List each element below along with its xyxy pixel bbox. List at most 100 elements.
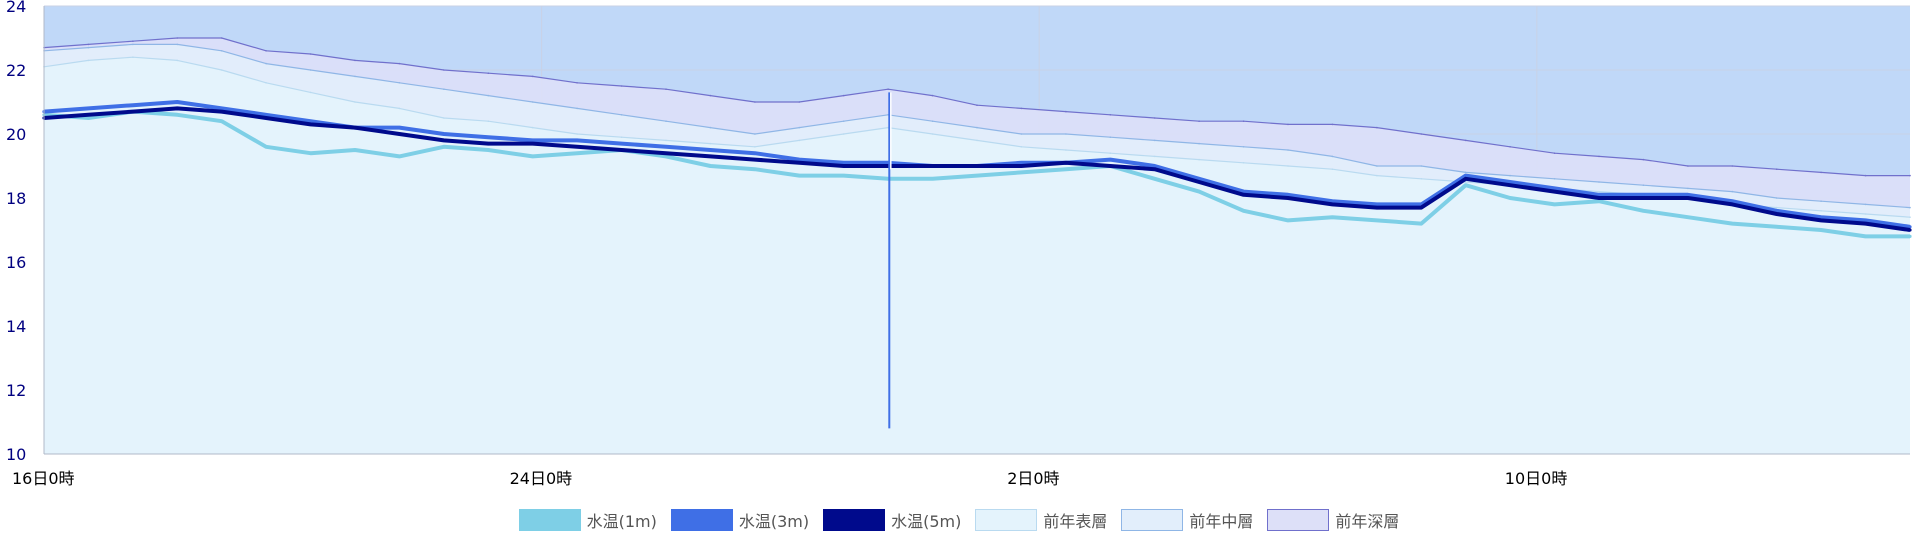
data-point — [1330, 202, 1334, 206]
data-point — [798, 101, 801, 103]
data-point — [664, 145, 668, 149]
data-point — [1287, 149, 1289, 151]
data-point — [1109, 136, 1112, 138]
data-point — [1641, 193, 1645, 197]
data-point — [1864, 174, 1867, 177]
axes — [43, 6, 1910, 455]
data-point — [264, 116, 268, 120]
data-point — [1909, 216, 1911, 218]
data-point — [1908, 228, 1912, 232]
data-point — [1153, 177, 1157, 181]
data-point — [398, 62, 401, 65]
data-point — [708, 148, 713, 152]
data-point — [1376, 174, 1378, 177]
data-point — [486, 142, 490, 146]
data-point — [1198, 158, 1200, 161]
legend-item[interactable]: 前年表層 — [975, 508, 1107, 532]
data-point — [1242, 162, 1245, 164]
data-point — [1420, 178, 1423, 180]
data-point — [1909, 206, 1911, 209]
data-point — [264, 145, 268, 149]
y-tick-label: 24 — [6, 0, 26, 16]
data-point — [1730, 202, 1734, 206]
data-point — [664, 154, 668, 158]
y-tick-label: 10 — [6, 445, 26, 464]
data-point — [1020, 107, 1023, 110]
y-tick-label: 14 — [6, 317, 26, 336]
data-point — [86, 113, 90, 117]
y-tick-label: 16 — [6, 253, 26, 272]
data-point — [1775, 225, 1779, 229]
data-point — [531, 75, 534, 78]
data-point — [931, 94, 934, 97]
data-point — [1242, 190, 1246, 194]
data-point — [1153, 117, 1156, 119]
legend-label: 水温(5m) — [891, 512, 962, 531]
series-fills — [44, 38, 1910, 455]
data-point — [443, 117, 445, 119]
data-point — [442, 145, 446, 149]
data-point — [1464, 181, 1467, 183]
data-point — [1508, 180, 1512, 184]
x-axis-tick-labels: 16日0時 24日0時 2日0時 10日0時 — [12, 469, 1567, 488]
data-point — [1109, 114, 1112, 116]
data-point — [1731, 190, 1734, 193]
legend-item[interactable]: 前年中層 — [1121, 508, 1253, 532]
data-point — [220, 119, 224, 123]
legend-item[interactable]: 水温(3m) — [670, 508, 809, 532]
data-point — [1286, 196, 1290, 200]
data-point — [976, 126, 978, 129]
data-point — [975, 174, 979, 178]
data-point — [442, 138, 446, 142]
data-point — [1553, 190, 1557, 194]
data-point — [486, 148, 490, 152]
data-point — [1064, 161, 1068, 165]
data-point — [531, 101, 534, 103]
data-point — [1019, 170, 1024, 174]
data-point — [487, 94, 490, 97]
series-area-2 — [44, 57, 1910, 454]
legend-item[interactable]: 前年深層 — [1267, 508, 1399, 532]
legend-swatch — [975, 509, 1038, 531]
legend-swatch — [1267, 509, 1330, 531]
data-point — [1775, 168, 1778, 170]
data-point — [753, 167, 757, 171]
data-point — [1108, 164, 1112, 168]
data-point — [132, 40, 134, 42]
data-point — [797, 174, 801, 178]
data-point — [531, 142, 535, 146]
data-point — [442, 132, 446, 136]
data-point — [709, 94, 712, 97]
data-point — [1286, 218, 1290, 222]
data-point — [842, 133, 845, 135]
data-point — [1197, 190, 1201, 194]
data-point — [709, 126, 712, 129]
data-point — [798, 126, 801, 129]
chart-legend: 水温(1m) 水温(3m) 水温(5m) 前年表層 前年中層 前年深層 — [0, 508, 1918, 532]
data-point — [665, 120, 667, 122]
data-point — [1064, 167, 1068, 171]
data-point — [1775, 212, 1779, 216]
y-tick-label: 22 — [6, 61, 26, 80]
data-point — [842, 161, 846, 165]
data-point — [1820, 171, 1822, 174]
data-point — [1419, 206, 1423, 210]
legend-swatch — [518, 509, 581, 531]
data-point — [665, 139, 667, 142]
data-point — [1153, 155, 1156, 158]
data-point — [1375, 202, 1379, 206]
data-point — [753, 151, 757, 155]
data-point — [1553, 186, 1557, 190]
data-point — [397, 126, 401, 130]
data-point — [1775, 206, 1778, 209]
data-point — [1864, 222, 1868, 226]
data-point — [132, 56, 134, 58]
x-tick-label: 2日0時 — [1007, 469, 1059, 488]
data-point — [487, 120, 490, 122]
legend-item[interactable]: 水温(5m) — [823, 508, 961, 532]
data-point — [1864, 234, 1868, 238]
data-point — [1686, 215, 1690, 219]
data-point — [665, 88, 667, 90]
data-point — [1375, 206, 1379, 210]
legend-item[interactable]: 水温(1m) — [518, 508, 657, 532]
